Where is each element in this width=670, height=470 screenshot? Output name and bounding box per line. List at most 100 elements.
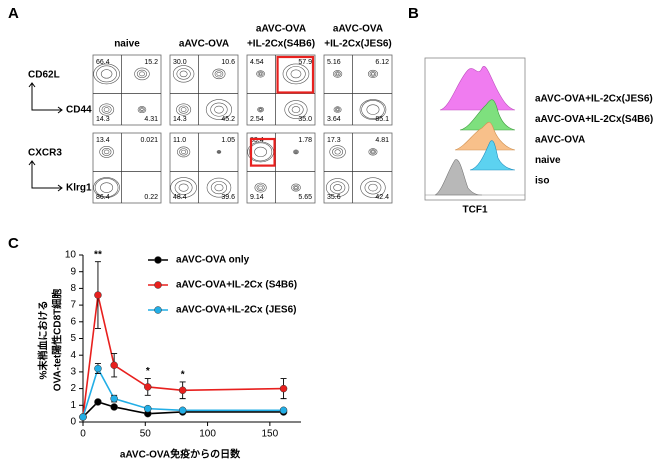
quadrant-value: 35.0 bbox=[298, 116, 312, 123]
histogram-label: aAVC-OVA+IL-2Cx(S4B6) bbox=[535, 114, 653, 125]
histogram bbox=[424, 57, 526, 201]
quadrant-value: 4.54 bbox=[250, 59, 264, 66]
contour bbox=[100, 182, 114, 193]
contour bbox=[333, 106, 342, 113]
x-axis-label: TCF1 bbox=[463, 205, 488, 216]
quadrant-value: 66.4 bbox=[96, 59, 110, 66]
contour bbox=[217, 151, 220, 153]
contour bbox=[360, 177, 386, 198]
contour bbox=[179, 148, 188, 156]
contour bbox=[139, 71, 145, 77]
plot-frame bbox=[92, 54, 162, 126]
contour bbox=[96, 65, 117, 83]
contour bbox=[332, 70, 343, 78]
contour bbox=[292, 184, 300, 191]
contour bbox=[179, 70, 188, 78]
contour bbox=[210, 181, 228, 195]
data-point bbox=[94, 291, 102, 299]
quadrant-value: 4.81 bbox=[375, 137, 389, 144]
column-header: aAVC-OVA bbox=[333, 24, 383, 35]
y-tick-label: 8 bbox=[70, 283, 76, 294]
data-point bbox=[79, 413, 87, 421]
contour bbox=[371, 72, 375, 76]
contour bbox=[140, 108, 144, 112]
contour bbox=[178, 105, 189, 114]
contour bbox=[258, 107, 263, 112]
quadrant-value: 3.64 bbox=[327, 116, 341, 123]
quadrant-value: 42.4 bbox=[375, 194, 389, 201]
quadrant-value: 45.2 bbox=[221, 116, 235, 123]
contour bbox=[139, 107, 145, 112]
contour bbox=[291, 183, 301, 192]
quadrant-value: 35.6 bbox=[327, 194, 341, 201]
legend-label: aAVC-OVA+IL-2Cx (S4B6) bbox=[176, 280, 297, 291]
y-tick-label: 10 bbox=[65, 250, 77, 261]
contour bbox=[176, 146, 191, 158]
plot-frame bbox=[323, 132, 393, 204]
quadrant-value: 5.16 bbox=[327, 59, 341, 66]
contour bbox=[212, 68, 226, 80]
contour bbox=[294, 186, 298, 190]
data-point bbox=[144, 383, 152, 391]
contour bbox=[336, 108, 340, 111]
contour bbox=[214, 70, 224, 78]
y-tick-label: 6 bbox=[70, 316, 76, 327]
contour bbox=[100, 69, 113, 79]
contour bbox=[290, 69, 302, 79]
contour bbox=[216, 150, 222, 154]
contour bbox=[369, 71, 377, 77]
contour bbox=[258, 72, 263, 76]
contour bbox=[366, 104, 380, 115]
y-tick-label: 7 bbox=[70, 300, 76, 311]
significance: ** bbox=[94, 249, 102, 260]
y-marker: CXCR3 bbox=[28, 148, 62, 159]
y-axis-label: %末梢血における bbox=[37, 301, 50, 380]
y-tick-label: 9 bbox=[70, 266, 76, 277]
x-marker: CD44 bbox=[66, 105, 92, 116]
data-point bbox=[178, 406, 187, 415]
contour bbox=[335, 72, 340, 76]
axis-arrow bbox=[28, 82, 63, 114]
y-marker: CD62L bbox=[28, 70, 60, 81]
data-point bbox=[94, 398, 102, 406]
legend-marker bbox=[154, 256, 162, 264]
contour bbox=[93, 177, 120, 198]
highlight bbox=[276, 55, 315, 94]
contour bbox=[286, 66, 306, 82]
quadrant-value: 86.4 bbox=[96, 194, 110, 201]
data-point bbox=[144, 404, 152, 413]
contour bbox=[103, 149, 110, 155]
panel-label: C bbox=[8, 235, 19, 252]
contour bbox=[103, 107, 110, 112]
contour bbox=[334, 149, 341, 155]
contour bbox=[294, 150, 298, 153]
contour bbox=[214, 183, 224, 192]
quadrant-value: 14.3 bbox=[96, 116, 110, 123]
data-point bbox=[110, 394, 118, 403]
contour bbox=[136, 69, 148, 79]
contour bbox=[256, 70, 265, 78]
histogram-label: aAVC-OVA+IL-2Cx(JES6) bbox=[535, 94, 653, 105]
contour bbox=[170, 177, 197, 198]
contour bbox=[293, 149, 299, 155]
contour bbox=[367, 69, 378, 78]
contour bbox=[254, 182, 267, 193]
plot-frame bbox=[169, 54, 239, 126]
contour bbox=[101, 147, 112, 156]
y-tick-label: 3 bbox=[70, 367, 76, 378]
legend-label: aAVC-OVA+IL-2Cx (JES6) bbox=[176, 305, 297, 316]
y-tick-label: 1 bbox=[70, 400, 76, 411]
histogram-label: naive bbox=[535, 155, 561, 166]
contour bbox=[217, 150, 221, 154]
contour bbox=[334, 107, 341, 112]
contour bbox=[258, 185, 263, 190]
contour bbox=[291, 106, 301, 114]
x-tick-label: 150 bbox=[262, 429, 279, 440]
contour bbox=[368, 183, 378, 192]
panel-label: B bbox=[408, 5, 419, 22]
column-header: +IL-2Cx(S4B6) bbox=[247, 39, 315, 50]
quadrant-value: 0.22 bbox=[144, 194, 158, 201]
legend-marker bbox=[154, 306, 162, 314]
legend-marker bbox=[154, 281, 162, 289]
